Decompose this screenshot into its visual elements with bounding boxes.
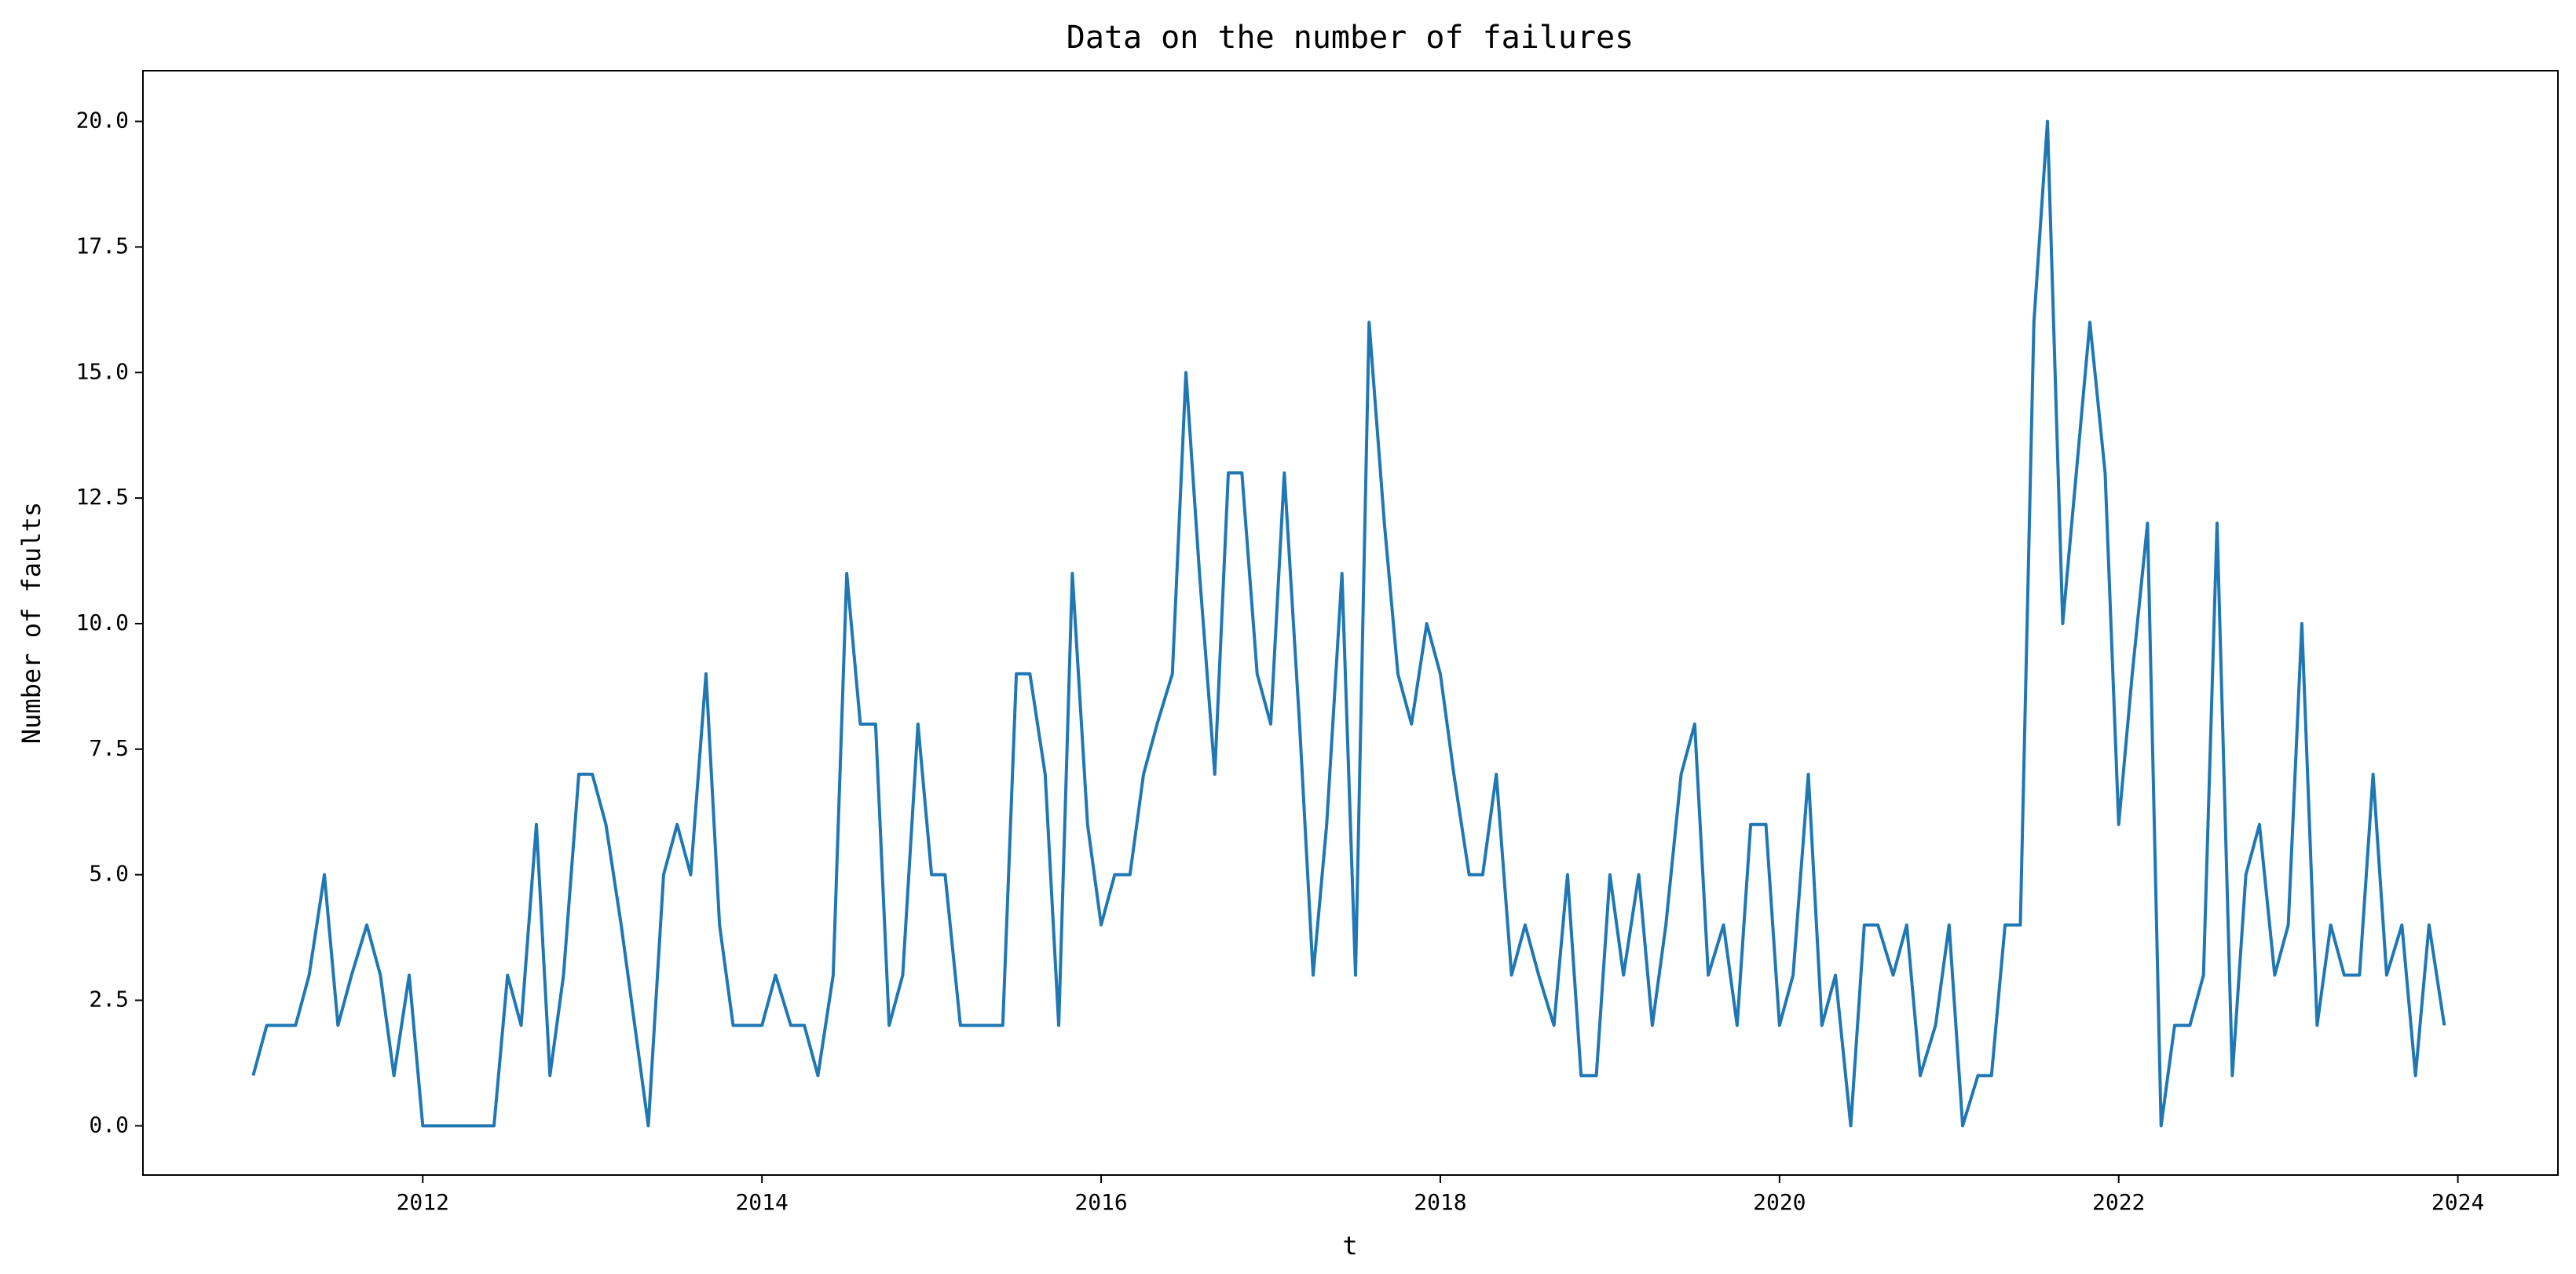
x-tick-label: 2024 <box>2431 1189 2484 1215</box>
x-tick-label: 2012 <box>397 1189 449 1215</box>
x-tick-label: 2014 <box>735 1189 788 1215</box>
y-tick-label: 0.0 <box>89 1111 129 1137</box>
x-tick-label: 2022 <box>2092 1189 2145 1215</box>
data-line <box>251 119 2446 1128</box>
plot-frame <box>142 70 2559 1176</box>
y-tick-label: 12.5 <box>76 484 129 510</box>
x-tick-label: 2020 <box>1753 1189 1806 1215</box>
x-axis-label: t <box>1342 1231 1357 1261</box>
y-tick-label: 2.5 <box>89 986 129 1012</box>
x-tick-label: 2016 <box>1074 1189 1127 1215</box>
y-tick-label: 15.0 <box>76 358 129 384</box>
x-tick-label: 2018 <box>1414 1189 1466 1215</box>
y-axis-label: Number of faults <box>16 502 46 744</box>
chart-title: Data on the number of failures <box>1067 20 1634 56</box>
y-tick-label: 7.5 <box>89 735 129 761</box>
y-tick-label: 10.0 <box>76 610 129 635</box>
y-tick-label: 17.5 <box>76 232 129 258</box>
y-tick-label: 5.0 <box>89 861 129 887</box>
y-tick-label: 20.0 <box>76 108 129 134</box>
